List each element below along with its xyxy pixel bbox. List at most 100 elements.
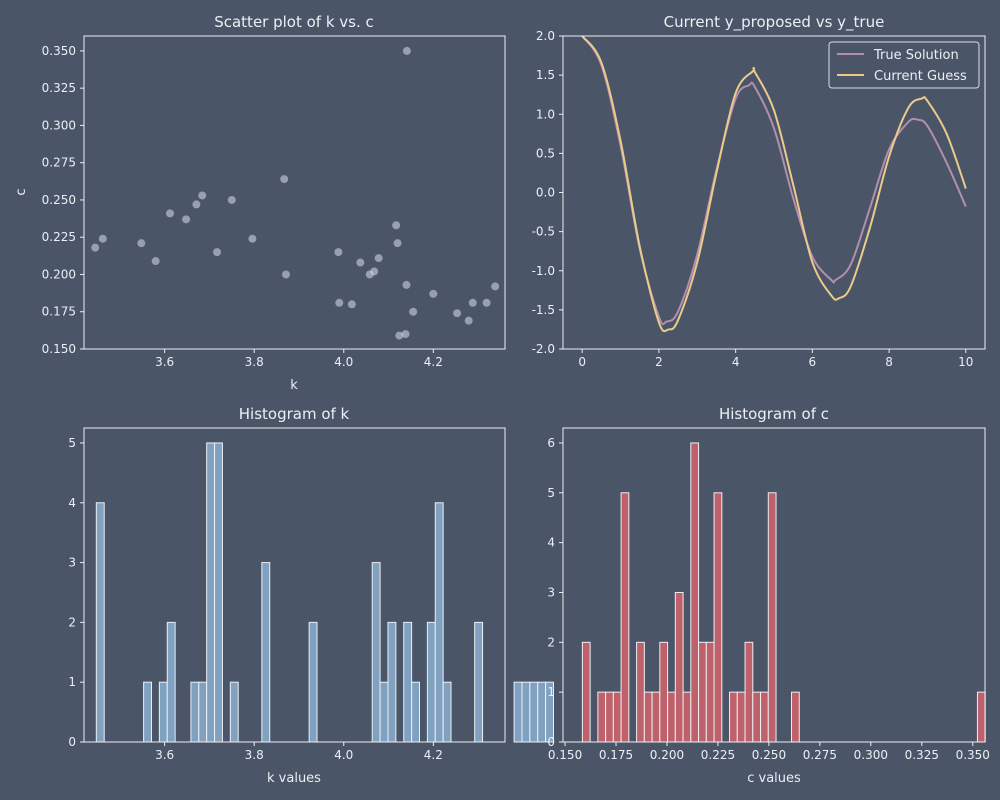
scatter-xtick-label: 3.8 [245, 355, 264, 369]
hist-c-bar [620, 492, 630, 743]
hist-k-bar [403, 621, 413, 743]
scatter-point [482, 298, 491, 307]
lines-xtick-label: 0 [578, 355, 586, 369]
hist-k-bar [529, 681, 539, 743]
hist-c-bar [713, 492, 723, 743]
hist-c-bar [744, 641, 754, 743]
hist-c-bar [760, 691, 769, 743]
hist-k-bar [229, 681, 239, 743]
hist-k-ytick-label: 2 [68, 615, 76, 629]
hist-c-ytick-label: 4 [547, 536, 555, 550]
hist-c-ytick-label: 2 [547, 635, 555, 649]
legend-label-current-guess: Current Guess [874, 69, 967, 84]
hist-c-xtick-label: 0.275 [803, 748, 837, 762]
scatter-point [98, 234, 107, 243]
scatter-point [182, 215, 191, 224]
hist-k-bar [143, 681, 152, 743]
lines-xtick-label: 10 [958, 355, 973, 369]
scatter-point [335, 298, 344, 307]
scatter-point [198, 191, 207, 200]
hist-k-xtick-label: 3.6 [155, 748, 174, 762]
hist-c-bar [767, 492, 777, 743]
hist-c-xtick-label: 0.350 [956, 748, 990, 762]
hist-c-bar [667, 691, 676, 743]
scatter-ytick-label: 0.300 [42, 118, 76, 132]
hist-c-axes-frame [562, 427, 986, 743]
scatter-ytick-label: 0.200 [42, 267, 76, 281]
hist-c-xtick-label: 0.200 [650, 748, 684, 762]
scatter-point [213, 248, 222, 257]
hist-k-bar [474, 621, 484, 743]
hist-c-xtick-label: 0.175 [599, 748, 633, 762]
legend-box [828, 41, 980, 89]
scatter-axes-frame [83, 35, 506, 350]
scatter-xtick-label: 4.0 [334, 355, 353, 369]
scatter-ytick-label: 0.350 [42, 44, 76, 58]
hist-k-bar [198, 681, 208, 743]
lines-ytick-label: -1.5 [532, 303, 555, 317]
hist-c-bar [736, 691, 746, 743]
hist-c-bar [581, 641, 591, 743]
hist-c-bar [976, 691, 986, 743]
lines-ytick-label: 2.0 [536, 29, 555, 43]
hist-k-bar [158, 681, 168, 743]
scatter-ytick-label: 0.175 [42, 305, 76, 319]
scatter-ytick-label: 0.275 [42, 156, 76, 170]
hist-c-ytick-label: 6 [547, 436, 555, 450]
hist-k-ytick-label: 5 [68, 436, 76, 450]
lines-xtick-label: 2 [655, 355, 663, 369]
hist-k-xtick-label: 4.2 [424, 748, 443, 762]
scatter-point [393, 239, 402, 248]
lines-ytick-label: -1.0 [532, 264, 555, 278]
scatter-title: Scatter plot of k vs. c [214, 13, 374, 31]
scatter-ytick-label: 0.250 [42, 193, 76, 207]
hist-k-bar [206, 442, 216, 743]
scatter-point [151, 257, 160, 266]
hist-c-bar [651, 691, 661, 743]
lines-ytick-label: -0.5 [532, 225, 555, 239]
scatter-point [165, 209, 174, 218]
hist-k-bar [545, 681, 555, 743]
scatter-point [429, 289, 438, 298]
hist-c-ytick-label: 0 [547, 735, 555, 749]
hist-k-ytick-label: 0 [68, 735, 76, 749]
hist-k-bar [308, 621, 318, 743]
hist-c-bar [698, 641, 707, 743]
hist-k-axes-frame [83, 427, 506, 743]
hist-c-ytick-label: 1 [547, 685, 555, 699]
hist-c-bar [605, 691, 614, 743]
scatter-point [409, 307, 418, 316]
hist-c-bar [612, 691, 622, 743]
hist-c-bar [690, 442, 700, 743]
hist-c-bar [674, 591, 684, 743]
hist-c-bar [682, 691, 692, 743]
hist-k-bar [442, 681, 452, 743]
line-title: Current y_proposed vs y_true [664, 13, 885, 32]
scatter-point [227, 195, 236, 204]
lines-xtick-label: 4 [732, 355, 740, 369]
scatter-point [374, 254, 383, 263]
hist-k-xtick-label: 4.0 [334, 748, 353, 762]
scatter-point [347, 300, 356, 309]
lines-ytick-label: -2.0 [532, 342, 555, 356]
scatter-ytick-label: 0.150 [42, 342, 76, 356]
legend: True Solution Current Guess [828, 41, 980, 89]
scatter-panel: Scatter plot of k vs. c 3.6 3.8 4.0 4.2 0.15… [14, 13, 506, 393]
scatter-point [468, 298, 477, 307]
scatter-xlabel: k [290, 378, 298, 393]
hist-c-xtick-label: 0.250 [752, 748, 786, 762]
hist-c-ytick-label: 5 [547, 486, 555, 500]
hist-k-bar [166, 621, 176, 743]
scatter-ylabel: c [14, 188, 29, 195]
hist-c-panel: Histogram of c 0.150 0.175 0.200 0.225 0.250… [547, 405, 990, 786]
hist-c-bar [643, 691, 653, 743]
hist-c-bar [705, 641, 715, 743]
hist-c-xtick-label: 0.325 [905, 748, 939, 762]
hist-k-ytick-label: 1 [68, 675, 76, 689]
hist-c-bar [636, 641, 645, 743]
scatter-ytick-label: 0.325 [42, 81, 76, 95]
hist-k-bar [190, 681, 200, 743]
hist-c-bar [729, 691, 738, 743]
scatter-point [334, 248, 343, 257]
hist-c-title: Histogram of c [719, 405, 829, 423]
